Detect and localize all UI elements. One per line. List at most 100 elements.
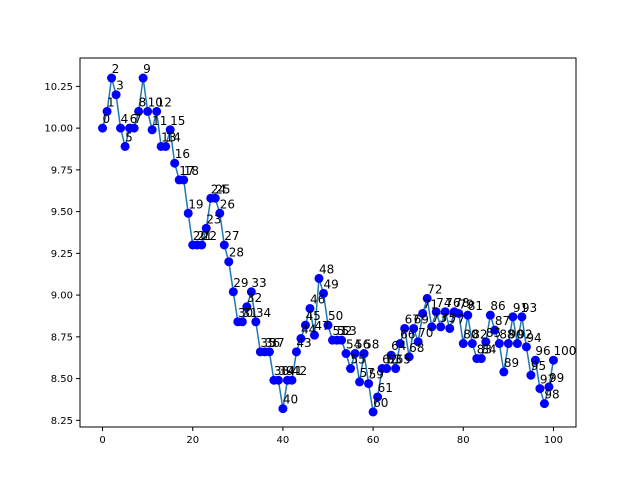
data-point-label: 68 — [409, 341, 424, 355]
y-tick-label: 9.25 — [51, 249, 73, 260]
data-point-label: 42 — [292, 364, 307, 378]
data-point — [359, 349, 369, 359]
data-point — [102, 106, 112, 116]
data-point-label: 36 — [265, 336, 280, 350]
data-point — [183, 208, 193, 218]
data-point — [242, 302, 252, 312]
y-tick-label: 9.75 — [51, 165, 73, 176]
data-point-label: 82 — [472, 328, 487, 342]
data-point-label: 34 — [256, 306, 271, 320]
x-tick-label: 40 — [277, 435, 290, 446]
data-point-label: 71 — [423, 297, 438, 311]
data-point — [521, 342, 531, 352]
data-point-label: 72 — [427, 282, 442, 296]
data-point-label: 47 — [314, 319, 329, 333]
data-point-label: 48 — [319, 262, 334, 276]
data-point-label: 99 — [549, 371, 564, 385]
y-tick-label: 8.75 — [51, 332, 73, 343]
data-point — [201, 223, 211, 233]
data-point-label: 21 — [197, 229, 212, 243]
y-tick-label: 10.00 — [44, 124, 73, 135]
data-point-label: 57 — [360, 366, 375, 380]
data-point — [368, 407, 378, 417]
data-point-label: 8 — [139, 95, 147, 109]
data-point — [364, 379, 374, 389]
data-point-label: 45 — [305, 309, 320, 323]
data-point-label: 11 — [152, 114, 167, 128]
data-point-label: 76 — [445, 296, 460, 310]
data-point-label: 54 — [346, 338, 361, 352]
data-point-label: 95 — [531, 359, 546, 373]
data-point — [431, 307, 441, 317]
y-tick-label: 8.50 — [51, 374, 73, 385]
data-point-label: 80 — [463, 328, 478, 342]
data-point-label: 41 — [287, 364, 302, 378]
data-point-label: 66 — [400, 328, 415, 342]
data-point — [485, 310, 495, 320]
data-point — [350, 349, 360, 359]
data-point — [318, 288, 328, 298]
data-point — [355, 377, 365, 387]
data-point-label: 16 — [175, 147, 190, 161]
data-point-label: 24 — [211, 182, 226, 196]
data-point — [116, 123, 126, 133]
data-point-label: 61 — [378, 381, 393, 395]
data-point-label: 60 — [373, 396, 388, 410]
x-tick-label: 60 — [367, 435, 380, 446]
data-point-label: 73 — [432, 311, 447, 325]
data-point — [224, 257, 234, 267]
data-point — [237, 317, 247, 327]
data-point-label: 38 — [274, 364, 289, 378]
data-point — [107, 73, 117, 83]
data-point — [170, 158, 180, 168]
data-point-label: 67 — [405, 312, 420, 326]
data-point — [278, 404, 288, 414]
x-tick-label: 80 — [457, 435, 470, 446]
data-point-label: 97 — [540, 373, 555, 387]
data-point — [305, 303, 315, 313]
data-point — [413, 337, 423, 347]
data-point-label: 83 — [477, 343, 492, 357]
axes-frame — [79, 57, 577, 428]
axis-ticks: 0 20 40 60 80 1008.258.508.759.009.259.509.75… — [44, 82, 563, 446]
data-point — [481, 337, 491, 347]
data-point-label: 70 — [418, 326, 433, 340]
data-point — [382, 364, 392, 374]
data-point — [161, 141, 171, 151]
data-point-label: 91 — [513, 301, 528, 315]
data-point — [143, 106, 153, 116]
data-point — [544, 382, 554, 392]
data-point-label: 25 — [215, 182, 230, 196]
x-tick-label: 20 — [186, 435, 199, 446]
data-point-label: 52 — [337, 324, 352, 338]
data-point — [530, 355, 540, 365]
data-point-label: 0 — [103, 112, 111, 126]
data-point-label: 35 — [260, 336, 275, 350]
data-labels: 0123456789101112131415161718192021222324… — [103, 62, 577, 410]
data-point-label: 78 — [454, 296, 469, 310]
data-point-label: 59 — [369, 368, 384, 382]
data-point — [422, 293, 432, 303]
data-point — [535, 384, 545, 394]
data-point — [548, 355, 558, 365]
data-point-label: 56 — [355, 338, 370, 352]
data-point-label: 29 — [233, 276, 248, 290]
data-point-label: 12 — [157, 95, 172, 109]
data-point — [490, 325, 500, 335]
data-point — [409, 323, 419, 333]
data-point-label: 50 — [328, 309, 343, 323]
data-point — [476, 354, 486, 364]
data-point-label: 93 — [522, 301, 537, 315]
data-point-label: 65 — [396, 353, 411, 367]
data-point-label: 96 — [535, 344, 550, 358]
data-point-label: 28 — [229, 246, 244, 260]
data-point-label: 89 — [504, 356, 519, 370]
data-point-label: 51 — [333, 324, 348, 338]
data-point — [539, 399, 549, 409]
data-point — [445, 323, 455, 333]
data-point — [391, 364, 401, 374]
data-point — [215, 208, 225, 218]
data-point — [291, 347, 301, 357]
data-point — [152, 106, 162, 116]
